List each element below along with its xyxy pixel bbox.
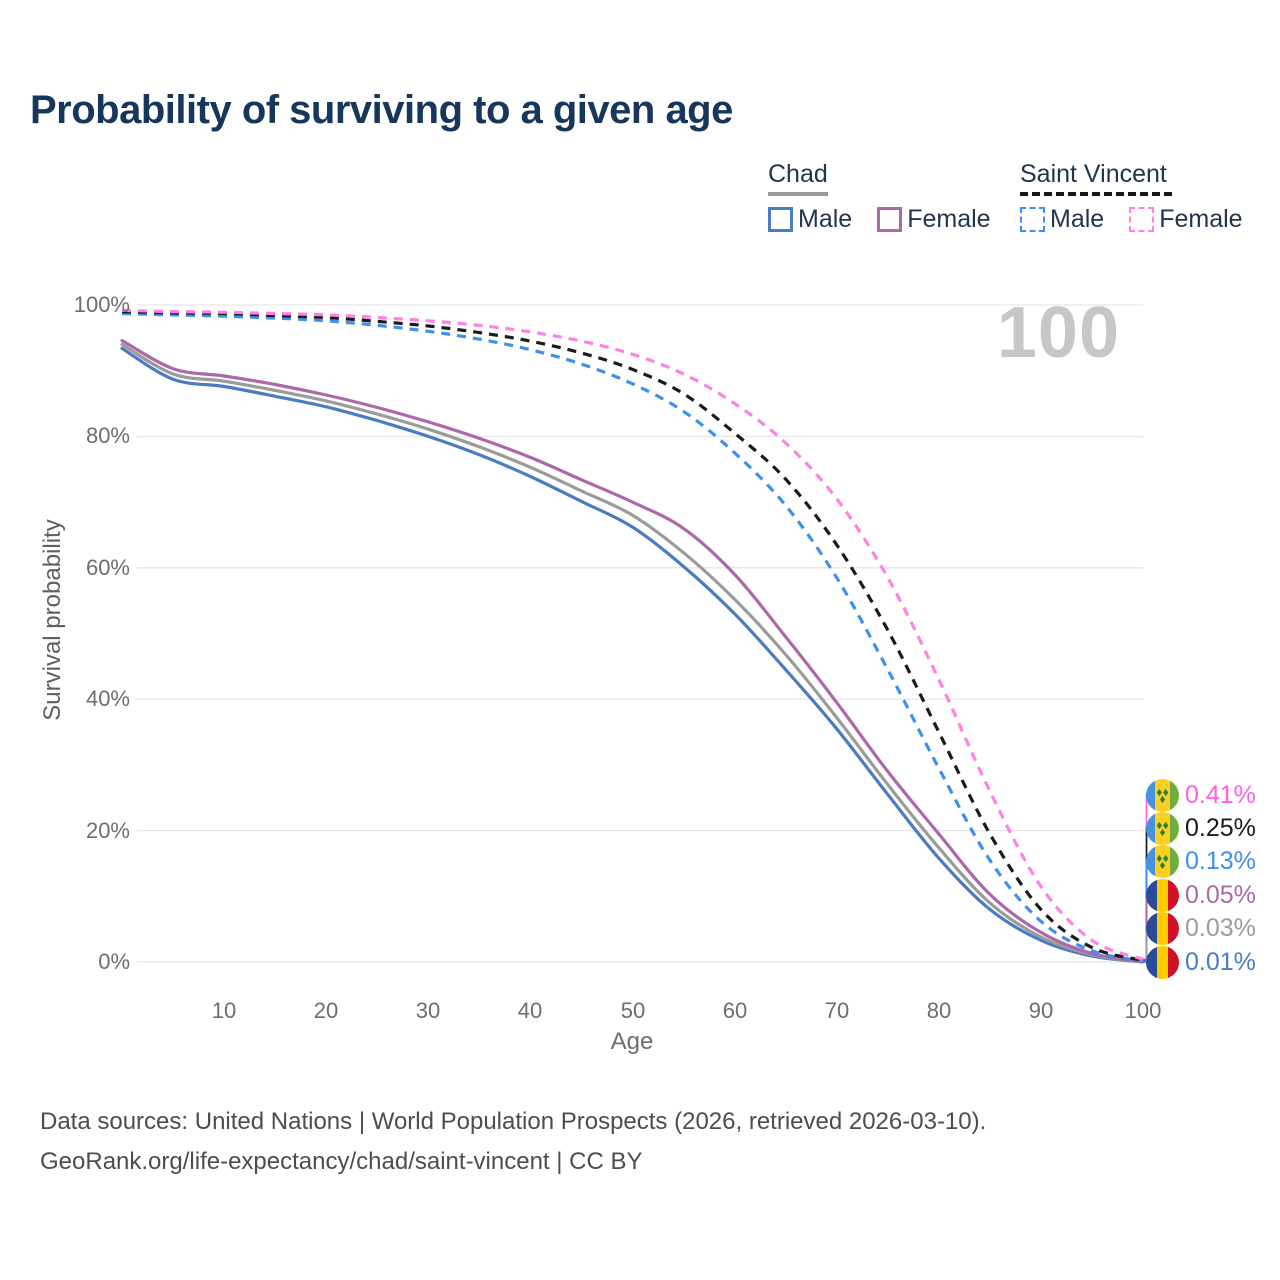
hover-age-watermark: 100 <box>996 293 1120 373</box>
legend-item-label: Male <box>1050 205 1105 233</box>
x-tick-label: 80 <box>926 998 952 1023</box>
curve-chad-both-sexes[interactable] <box>120 342 1145 964</box>
y-tick-label: 40% <box>85 686 130 712</box>
chad-flag-icon <box>1146 878 1179 912</box>
flag-icon-slot <box>1146 878 1179 912</box>
saint-vincent-female-swatch-icon <box>1129 207 1155 232</box>
chad-flag-icon <box>1146 912 1179 945</box>
end-label-row: 0.05% <box>1146 878 1256 912</box>
end-label-row: 0.13% <box>1146 845 1256 879</box>
x-tick-label: 10 <box>211 998 237 1023</box>
end-label-value: 0.25% <box>1185 813 1256 842</box>
legend-saint-vincent-items: Male Female <box>1020 205 1243 234</box>
legend-item-saint-vincent-female[interactable]: Female <box>1129 205 1243 234</box>
curve-saint-vincent-female[interactable] <box>121 308 1144 961</box>
legend-chad-line-key <box>768 192 828 196</box>
end-label-value: 0.03% <box>1185 914 1256 942</box>
x-tick-label: 90 <box>1028 998 1054 1023</box>
end-label-row: 0.03% <box>1146 912 1256 946</box>
legend-saint-vincent-line-key <box>1020 192 1172 196</box>
legend-item-label: Female <box>907 205 991 233</box>
curve-chad-female[interactable] <box>120 338 1145 964</box>
legend-item-chad-male[interactable]: Male <box>768 205 852 234</box>
legend-chad-items: Male Female <box>768 205 991 234</box>
end-label-row: 0.25% <box>1146 811 1256 845</box>
flag-icon-slot <box>1146 945 1179 979</box>
data-sources-note: Data sources: United Nations | World Pop… <box>40 1108 987 1135</box>
legend-item-chad-female[interactable]: Female <box>877 205 991 234</box>
end-label-row: 0.01% <box>1146 945 1256 979</box>
legend-item-saint-vincent-male[interactable]: Male <box>1020 205 1104 234</box>
x-tick-label: 100 <box>1124 998 1162 1023</box>
x-tick-label: 70 <box>824 998 850 1023</box>
page-title: Probability of surviving to a given age <box>30 88 733 132</box>
legend-saint-vincent-title[interactable]: Saint Vincent <box>1020 160 1167 188</box>
x-tick-label: 20 <box>313 998 339 1023</box>
x-tick-label: 30 <box>415 998 441 1023</box>
y-tick-label: 0% <box>98 949 130 974</box>
end-label-value: 0.41% <box>1185 780 1256 809</box>
legend-item-label: Male <box>798 205 853 233</box>
legend-chad-title[interactable]: Chad <box>768 160 828 188</box>
end-label-row: 0.41% <box>1146 778 1256 812</box>
saint-vincent-flag-icon <box>1146 811 1179 845</box>
chad-female-swatch-icon <box>877 207 903 232</box>
x-tick-label: 50 <box>620 998 646 1023</box>
saint-vincent-male-swatch-icon <box>1020 207 1045 232</box>
legend-item-label: Female <box>1159 205 1243 233</box>
y-tick-label: 80% <box>85 423 130 449</box>
curve-saint-vincent-male[interactable] <box>121 311 1144 963</box>
chad-male-swatch-icon <box>768 207 793 232</box>
saint-vincent-flag-icon <box>1146 845 1179 878</box>
flag-icon-slot <box>1146 912 1179 945</box>
x-tick-label: 60 <box>722 998 748 1023</box>
y-tick-label: 20% <box>85 817 130 843</box>
attribution-note: GeoRank.org/life-expectancy/chad/saint-v… <box>40 1148 643 1175</box>
x-axis-title: Age <box>610 1028 654 1055</box>
flag-icon-slot <box>1146 811 1179 845</box>
flag-icon-slot <box>1146 778 1179 812</box>
chad-flag-icon <box>1146 945 1179 979</box>
curve-chad-male[interactable] <box>120 346 1145 964</box>
flag-icon-slot <box>1146 845 1179 878</box>
end-label-value: 0.13% <box>1185 847 1256 875</box>
end-label-value: 0.01% <box>1185 947 1256 976</box>
y-tick-label: 60% <box>85 554 130 580</box>
x-tick-label: 40 <box>517 998 543 1023</box>
curve-saint-vincent-both-sexes[interactable] <box>121 310 1144 962</box>
legend-group-saint-vincent: Saint Vincent Male Female <box>1020 160 1243 234</box>
end-label-value: 0.05% <box>1185 880 1256 909</box>
y-tick-label: 100% <box>73 292 130 317</box>
legend-group-chad: Chad Male Female <box>768 160 991 234</box>
saint-vincent-flag-icon <box>1146 778 1179 812</box>
